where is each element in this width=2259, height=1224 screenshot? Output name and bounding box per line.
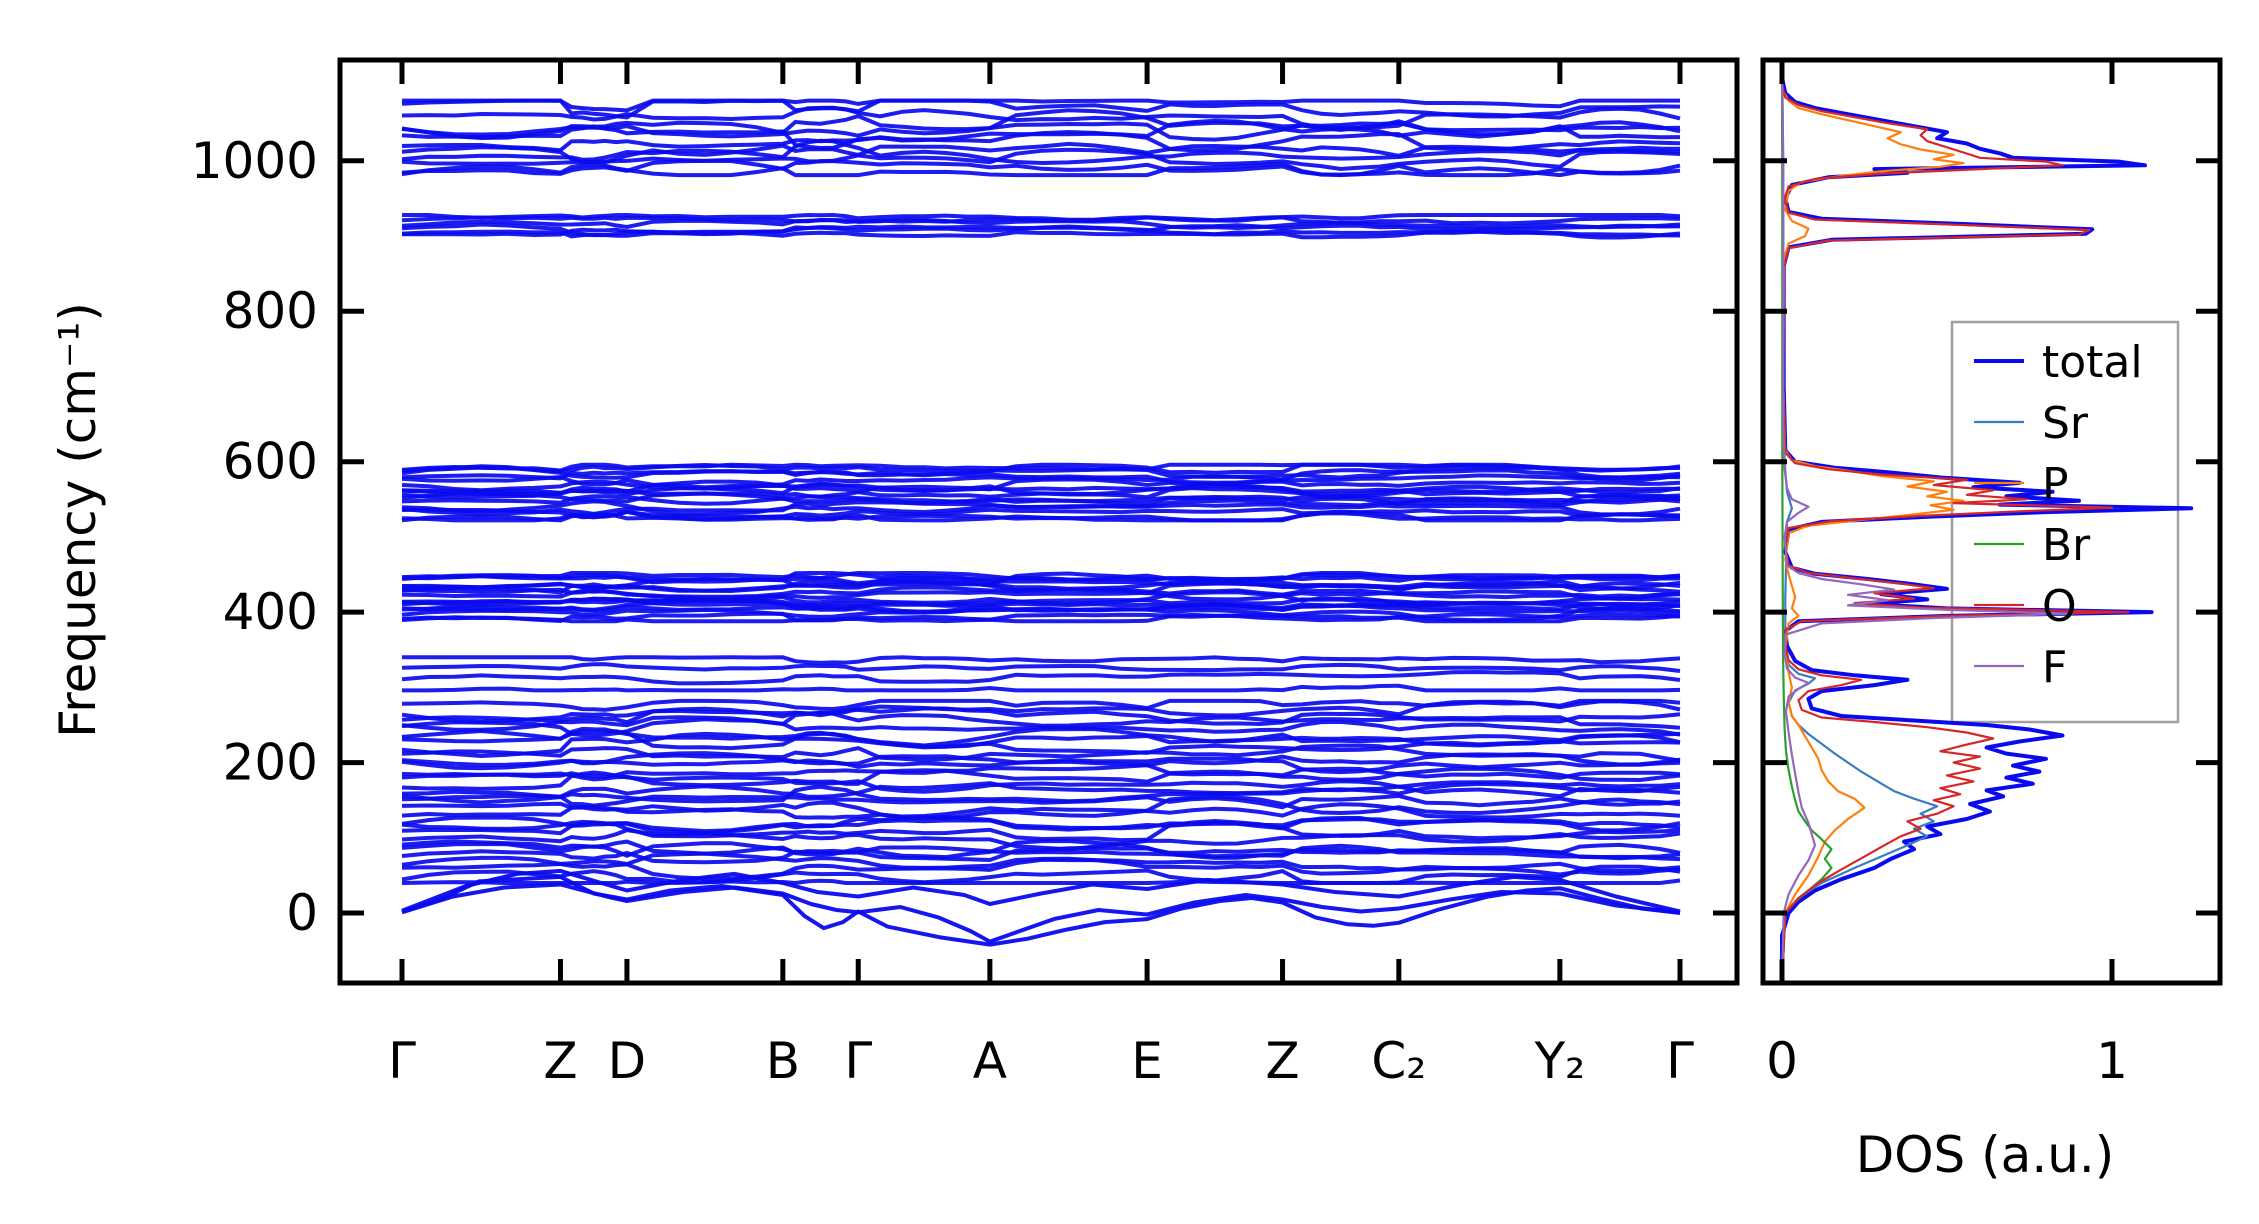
kpoint-label: Γ [844,1032,872,1090]
frequency-axis-label: Frequency (cm⁻¹) [49,302,107,738]
band-curve [401,864,1681,885]
band-curve [401,477,1681,493]
legend-label-Br: Br [2042,520,2091,571]
legend-label-total: total [2042,337,2143,388]
band-curve [401,828,1681,852]
band-curve [401,217,1681,231]
band-curve [401,141,1681,165]
band-curve [402,655,1681,665]
band-curve [401,507,1681,522]
legend-label-Sr: Sr [2042,398,2089,449]
band-curve [401,585,1681,600]
band-curve [401,838,1681,860]
acoustic-band-curve [401,874,1681,947]
band-axis-ticks [340,60,1737,983]
band-curve [401,611,1681,624]
band-curve [401,669,1681,686]
legend-background [1950,320,2180,724]
dos-curve-O [1780,60,2130,983]
kpoint-label: C₂ [1371,1032,1426,1090]
band-curve [401,462,1681,473]
band-curve [401,698,1681,712]
frequency-tick-label: 200 [223,734,318,792]
band-curve [401,763,1681,783]
band-curve [401,717,1681,738]
band-curve [401,224,1681,240]
kpoint-label: B [766,1032,800,1090]
band-curve [401,491,1681,505]
kpoint-label: Z [543,1032,577,1090]
band-curve [401,590,1681,606]
frequency-tick-label: 800 [223,282,318,340]
legend-box [1950,320,2180,724]
band-curve [401,129,1681,153]
band-curve [401,496,1681,517]
dos-tick-label: 1 [2096,1032,2128,1090]
band-curve [401,814,1681,834]
band-curve [401,108,1681,141]
dos-axis-ticks [1763,60,2220,983]
band-curves [401,98,1681,947]
frequency-tick-label: 400 [223,583,318,641]
band-curve [402,212,1681,223]
band-curve [401,781,1681,805]
acoustic-band-curve [401,868,1681,914]
band-panel-frame [337,57,1740,986]
band-curve [401,468,1681,485]
frequency-tick-label: 0 [286,884,318,942]
kpoint-label: A [973,1032,1007,1090]
dos-legend: total Sr P Br OF [1974,337,2143,693]
band-curve [401,662,1681,673]
band-curve [401,726,1681,748]
band-curve [401,570,1681,583]
legend-label-O: O [2042,581,2077,632]
band-curve [401,158,1681,178]
dos-curve-Sr [1780,60,1939,983]
band-curve [401,781,1681,799]
band-curve [401,473,1681,490]
legend-label-F: F [2042,642,2067,693]
dos-panel-frame [1760,57,2223,986]
band-curve [401,770,1681,794]
kpoint-label: D [608,1032,647,1090]
kpoint-label: Y₂ [1534,1032,1586,1090]
band-curve [401,851,1681,874]
band-curve [402,683,1681,693]
dos-curves [1780,60,2194,983]
band-curve [401,479,1681,500]
kpoint-label: Γ [1666,1032,1694,1090]
band-curve [401,138,1681,166]
band-curve [401,794,1681,821]
band-curve [401,222,1681,238]
dos-curve-F [1780,60,2074,983]
dos-tick-label: 0 [1766,1032,1798,1090]
legend-label-P: P [2042,459,2069,510]
dos-curve-P [1780,60,1965,983]
kpoint-label: E [1131,1032,1163,1090]
kpoint-label: Γ [388,1032,416,1090]
band-curve [401,729,1681,751]
frequency-tick-label: 600 [223,433,318,491]
band-curve [402,98,1680,113]
dos-axis-label: DOS (a.u.) [1856,1126,2115,1184]
acoustic-band-curve [401,882,1681,944]
frequency-tick-label: 1000 [191,132,318,190]
band-curve [401,743,1681,767]
kpoint-label: Z [1265,1032,1299,1090]
band-curve [401,571,1681,583]
